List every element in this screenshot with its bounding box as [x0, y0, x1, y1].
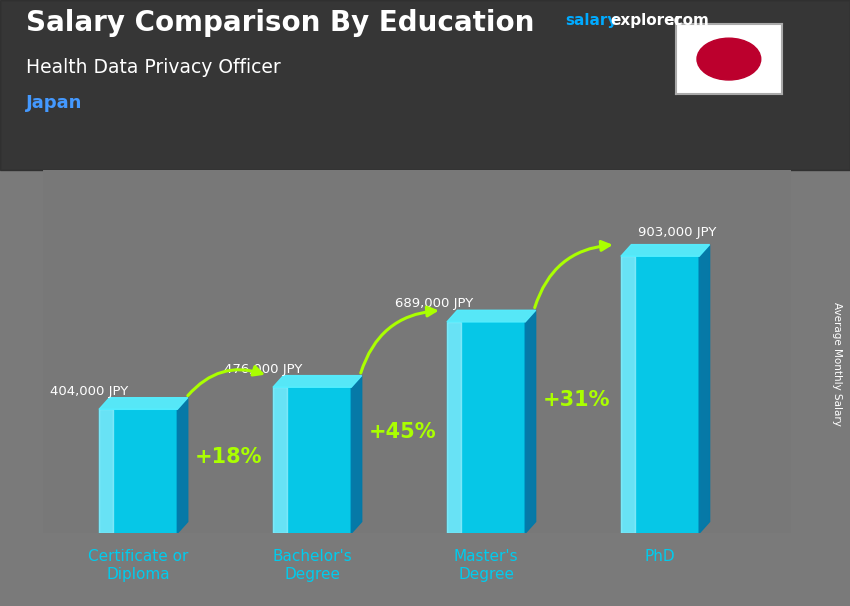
Text: salary: salary: [565, 13, 618, 28]
Bar: [620, 256, 700, 533]
Polygon shape: [700, 245, 710, 533]
Text: Salary Comparison By Education: Salary Comparison By Education: [26, 9, 534, 37]
Polygon shape: [620, 245, 710, 256]
Text: .com: .com: [669, 13, 710, 28]
Text: +31%: +31%: [543, 390, 610, 410]
Circle shape: [697, 38, 761, 80]
Polygon shape: [351, 376, 362, 533]
Bar: [42, 170, 790, 533]
Text: 689,000 JPY: 689,000 JPY: [394, 298, 473, 310]
Bar: [447, 322, 525, 533]
Polygon shape: [273, 376, 362, 387]
Bar: [99, 409, 113, 533]
Text: +18%: +18%: [195, 447, 263, 467]
Text: 404,000 JPY: 404,000 JPY: [50, 385, 128, 398]
Text: Japan: Japan: [26, 94, 82, 112]
Polygon shape: [525, 310, 536, 533]
Bar: [447, 322, 461, 533]
Bar: [99, 409, 178, 533]
Polygon shape: [447, 310, 536, 322]
Text: 903,000 JPY: 903,000 JPY: [638, 226, 717, 239]
Bar: [273, 387, 351, 533]
Text: +45%: +45%: [369, 422, 436, 442]
Text: 476,000 JPY: 476,000 JPY: [224, 362, 303, 376]
Bar: [273, 387, 287, 533]
Polygon shape: [178, 398, 188, 533]
Polygon shape: [99, 398, 188, 409]
Text: explorer: explorer: [610, 13, 683, 28]
Bar: [620, 256, 635, 533]
Text: Average Monthly Salary: Average Monthly Salary: [832, 302, 842, 425]
Text: Health Data Privacy Officer: Health Data Privacy Officer: [26, 58, 280, 76]
